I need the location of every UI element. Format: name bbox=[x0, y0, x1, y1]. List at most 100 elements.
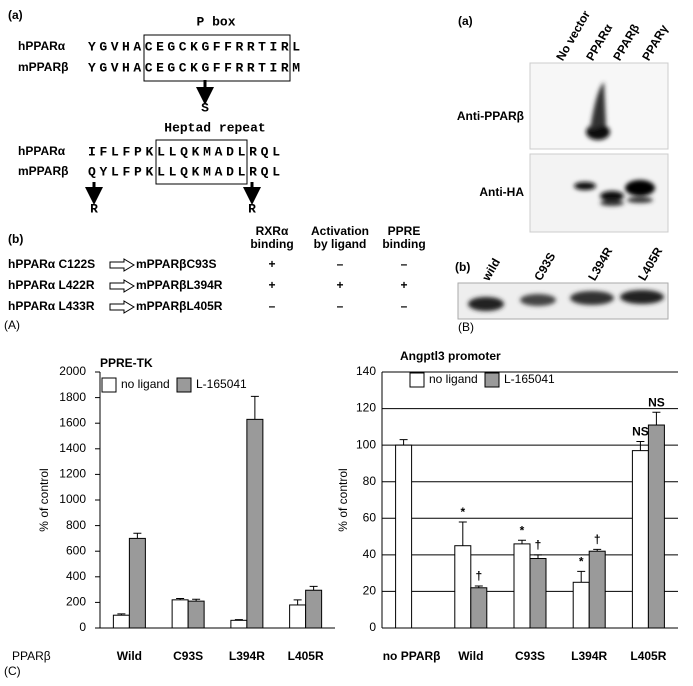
bar bbox=[395, 444, 413, 629]
panel-label: (B) bbox=[458, 320, 474, 334]
y-tick-label: 600 bbox=[66, 543, 86, 557]
y-tick-label: 100 bbox=[356, 437, 376, 451]
row-name: hPPARα bbox=[18, 39, 66, 53]
sequence: IFLFPKLLQKMADLRQL bbox=[88, 144, 280, 159]
result: + bbox=[268, 257, 275, 271]
error-bar bbox=[399, 439, 408, 446]
panel-b-sublabel: (b) bbox=[455, 260, 470, 274]
bar bbox=[230, 619, 248, 629]
error-bar bbox=[534, 554, 542, 559]
row-name: hPPARα bbox=[18, 144, 66, 158]
legend-label: L-165041 bbox=[196, 377, 247, 391]
x-tick-label: no PPARβ bbox=[383, 649, 441, 663]
y-axis-label: % of control bbox=[336, 468, 350, 531]
annotation: NS bbox=[632, 425, 649, 439]
panel-label: (A) bbox=[4, 318, 20, 332]
charts: PPRE-TK% of controlPPARβ0200400600800100… bbox=[12, 349, 678, 663]
error-bar bbox=[176, 598, 185, 600]
lane-label: L405R bbox=[635, 245, 665, 283]
lane-label: wild bbox=[479, 256, 503, 284]
error-bar bbox=[636, 440, 645, 451]
result: – bbox=[337, 299, 344, 313]
x-tick-label: Wild bbox=[458, 649, 483, 663]
bar bbox=[470, 587, 488, 629]
panel-b-label: (a) bbox=[458, 14, 473, 28]
table-header: Activation bbox=[311, 224, 369, 238]
x-tick-label: C93S bbox=[173, 649, 203, 663]
bar bbox=[187, 600, 205, 629]
legend-label: no ligand bbox=[429, 372, 478, 386]
y-tick-label: 1000 bbox=[59, 492, 86, 506]
y-tick-label: 1600 bbox=[59, 415, 86, 429]
annotation: † bbox=[475, 569, 482, 583]
bar bbox=[305, 589, 323, 629]
y-tick-label: 60 bbox=[363, 510, 377, 524]
pbox-frame bbox=[143, 34, 291, 82]
open-arrow bbox=[109, 300, 135, 314]
x-tick-label: L405R bbox=[630, 649, 666, 663]
mutation: S bbox=[201, 100, 209, 115]
legend-label: no ligand bbox=[121, 377, 170, 391]
bar bbox=[513, 543, 531, 629]
result: – bbox=[269, 299, 276, 313]
bar bbox=[112, 614, 130, 629]
error-bar bbox=[117, 613, 126, 616]
result: + bbox=[336, 278, 343, 292]
error-bar bbox=[593, 548, 602, 552]
error-bar bbox=[652, 411, 661, 426]
legend-swatch bbox=[409, 372, 425, 388]
error-bar bbox=[250, 395, 259, 420]
y-tick-label: 1400 bbox=[59, 441, 86, 455]
bar bbox=[572, 581, 590, 629]
row-name: mPPARβ bbox=[18, 60, 68, 74]
lane-label: C93S bbox=[531, 250, 558, 283]
blot-label: Anti-HA bbox=[479, 185, 524, 199]
error-bar bbox=[518, 539, 526, 544]
result: + bbox=[400, 278, 407, 292]
table-header: PPRE bbox=[388, 224, 421, 238]
sequence: QYLFPKLLQKMADLRQL bbox=[88, 164, 280, 179]
open-arrow bbox=[109, 279, 135, 293]
bar bbox=[454, 545, 472, 629]
blot-label: Anti-PPARβ bbox=[457, 109, 524, 123]
result: – bbox=[401, 257, 408, 271]
bar bbox=[588, 550, 606, 629]
column-label: PPARγ bbox=[639, 22, 671, 63]
x-tick-label: L405R bbox=[288, 649, 324, 663]
error-bar bbox=[234, 619, 243, 621]
mouse-mutant: mPPARβL405R bbox=[136, 299, 223, 313]
legend-swatch bbox=[101, 377, 117, 393]
y-tick-label: 0 bbox=[79, 620, 86, 634]
table-label: (b) bbox=[8, 232, 23, 246]
error-bar bbox=[474, 585, 483, 588]
table-header: by ligand bbox=[314, 237, 367, 251]
annotation: * bbox=[579, 554, 584, 568]
panel-a-label: (a) bbox=[8, 8, 23, 22]
error-bar bbox=[293, 599, 302, 605]
x-tick-label: L394R bbox=[229, 649, 265, 663]
y-tick-label: 80 bbox=[363, 474, 377, 488]
bar bbox=[128, 537, 146, 629]
y-tick-label: 400 bbox=[66, 569, 86, 583]
lane-label: L394R bbox=[585, 245, 615, 283]
bar bbox=[246, 418, 264, 629]
error-bar bbox=[133, 532, 142, 539]
annotation: † bbox=[535, 538, 542, 552]
bar bbox=[289, 604, 307, 629]
pbox-title: P box bbox=[196, 14, 235, 29]
annotation: † bbox=[594, 533, 601, 547]
result: – bbox=[337, 257, 344, 271]
table-header: RXRα bbox=[256, 224, 289, 238]
heptad-frame bbox=[155, 139, 248, 185]
panel-label: (C) bbox=[4, 664, 21, 678]
chart-title: Angptl3 promoter bbox=[400, 349, 501, 363]
heptad-title: Heptad repeat bbox=[164, 120, 265, 135]
x-tick-label: Wild bbox=[117, 649, 142, 663]
mouse-mutant: mPPARβL394R bbox=[136, 278, 223, 292]
sequence: YGVHACEGCKGFFRRTIRM bbox=[88, 60, 300, 75]
x-tick-label: C93S bbox=[515, 649, 545, 663]
y-tick-label: 200 bbox=[66, 595, 86, 609]
human-mutant: hPPARα L422R bbox=[8, 278, 95, 292]
legend-swatch bbox=[484, 372, 500, 388]
